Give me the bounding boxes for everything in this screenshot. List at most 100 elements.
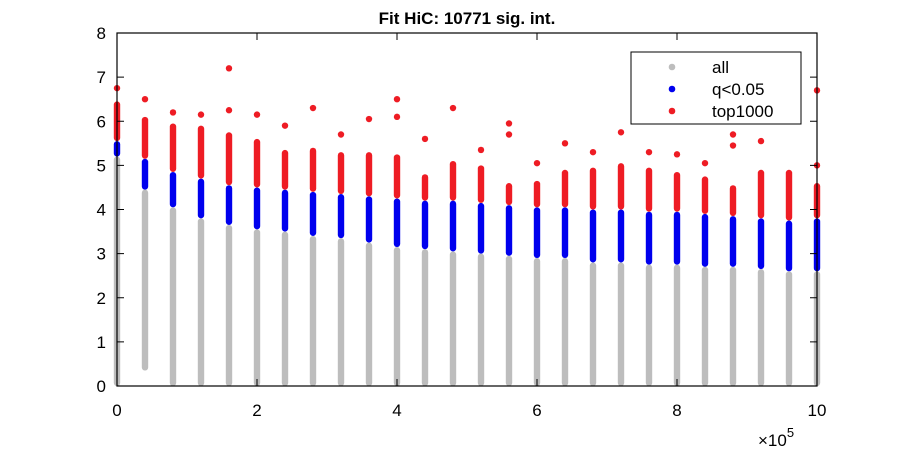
points-q-bin-23 <box>757 218 765 270</box>
y-tick-label-2: 2 <box>97 289 106 308</box>
point-top-outlier-bin-20-0 <box>673 151 681 158</box>
points-all-bin-3 <box>197 218 205 386</box>
points-q-bin-8 <box>337 194 345 239</box>
point-top-outlier-bin-17-0 <box>589 148 597 156</box>
axis-ticks <box>116 32 818 387</box>
points-q-bin-20 <box>673 211 681 265</box>
points-top-bin-8 <box>337 152 345 195</box>
y-tick-label-0: 0 <box>97 377 106 396</box>
x-tick-label-0: 0 <box>112 401 121 420</box>
data-marks <box>113 65 821 386</box>
points-q-bin-10 <box>393 198 401 248</box>
point-top-outlier-bin-10-1 <box>393 95 401 103</box>
point-top-outlier-bin-14-1 <box>505 120 513 127</box>
points-all-bin-12 <box>449 251 457 386</box>
points-q-bin-18 <box>617 209 625 263</box>
points-top-bin-10 <box>393 154 401 199</box>
points-top-bin-9 <box>365 152 373 197</box>
points-top-bin-22 <box>729 185 737 217</box>
point-top-outlier-bin-15-0 <box>533 159 541 167</box>
y-tick-label-5: 5 <box>97 156 106 175</box>
x-axis-multiplier-exponent: 5 <box>787 425 794 440</box>
points-all-bin-4 <box>225 224 233 386</box>
legend-marker-q <box>668 85 676 93</box>
points-top-bin-3 <box>197 125 205 179</box>
points-all-bin-7 <box>309 235 317 386</box>
points-top-bin-2 <box>169 123 177 172</box>
points-all-bin-21 <box>701 266 709 386</box>
x-tick-labels: 0 2 4 6 8 10 <box>112 401 826 420</box>
points-q-bin-19 <box>645 211 653 265</box>
points-all-bin-23 <box>757 269 765 386</box>
point-top-outlier-bin-22-0 <box>729 142 737 149</box>
points-q-bin-13 <box>477 202 485 254</box>
x-tick-label-5: 10 <box>808 401 827 420</box>
points-q-bin-21 <box>701 213 709 267</box>
points-q-bin-16 <box>561 207 569 259</box>
point-top-outlier-bin-9-0 <box>365 115 373 123</box>
points-all-bin-1 <box>141 189 149 371</box>
point-top-outlier-bin-4-1 <box>225 65 233 72</box>
points-q-bin-2 <box>169 171 177 208</box>
y-tick-labels: 0 1 2 3 4 5 6 7 8 <box>97 24 106 396</box>
legend-label-all: all <box>712 58 729 77</box>
points-q-bin-9 <box>365 196 373 243</box>
points-top-bin-5 <box>253 138 261 188</box>
legend-box <box>630 51 802 125</box>
point-top-outlier-bin-7-0 <box>309 104 317 112</box>
point-top-outlier-bin-14-0 <box>505 131 513 138</box>
points-q-bin-17 <box>589 209 597 263</box>
points-q-bin-1 <box>141 158 149 190</box>
y-tick-label-4: 4 <box>97 201 106 220</box>
points-top-bin-13 <box>477 165 485 203</box>
x-tick-label-1: 2 <box>252 401 261 420</box>
points-q-bin-4 <box>225 185 233 225</box>
y-tick-label-7: 7 <box>97 68 106 87</box>
legend: all q<0.05 top1000 <box>630 51 802 125</box>
points-q-bin-5 <box>253 187 261 230</box>
points-all-bin-13 <box>477 253 485 386</box>
point-top-outlier-bin-5-0 <box>253 111 261 118</box>
x-axis-multiplier: ×105 <box>758 425 794 450</box>
points-top-bin-15 <box>533 180 541 208</box>
points-top-bin-17 <box>589 167 597 210</box>
points-q-bin-22 <box>729 216 737 267</box>
points-q-bin-12 <box>449 200 457 252</box>
point-top-outlier-bin-6-0 <box>281 122 289 129</box>
point-top-outlier-bin-8-0 <box>337 131 345 138</box>
point-top-outlier-bin-2-0 <box>169 109 177 116</box>
points-top-bin-21 <box>701 176 709 214</box>
points-all-bin-17 <box>589 262 597 386</box>
points-q-bin-24 <box>785 220 793 272</box>
points-all-bin-10 <box>393 247 401 386</box>
points-all-bin-19 <box>645 264 653 386</box>
chart-title: Fit HiC: 10771 sig. int. <box>379 9 556 28</box>
points-top-bin-14 <box>505 183 513 206</box>
point-top-outlier-bin-3-0 <box>197 111 205 118</box>
points-all-bin-2 <box>169 207 177 386</box>
x-tick-label-2: 4 <box>392 401 401 420</box>
legend-label-q: q<0.05 <box>712 80 764 99</box>
point-top-outlier-bin-22-1 <box>729 131 737 138</box>
points-top-bin-12 <box>449 160 457 201</box>
point-top-outlier-bin-18-0 <box>617 129 625 136</box>
points-top-bin-23 <box>757 169 765 219</box>
legend-marker-all <box>668 63 676 71</box>
points-all-bin-9 <box>365 242 373 386</box>
point-top-outlier-bin-1-0 <box>141 95 149 103</box>
y-tick-label-3: 3 <box>97 245 106 264</box>
points-top-bin-20 <box>673 171 681 212</box>
x-tick-label-4: 8 <box>672 401 681 420</box>
points-all-bin-5 <box>253 229 261 386</box>
points-top-bin-24 <box>785 169 793 221</box>
points-q-bin-6 <box>281 189 289 232</box>
point-top-outlier-bin-13-0 <box>477 146 485 154</box>
points-top-bin-4 <box>225 132 233 186</box>
points-q-bin-3 <box>197 178 205 219</box>
legend-marker-top <box>668 107 676 115</box>
point-top-outlier-bin-21-0 <box>701 159 709 167</box>
points-all-bin-18 <box>617 262 625 386</box>
points-top-bin-1 <box>141 116 149 159</box>
y-tick-label-1: 1 <box>97 333 106 352</box>
